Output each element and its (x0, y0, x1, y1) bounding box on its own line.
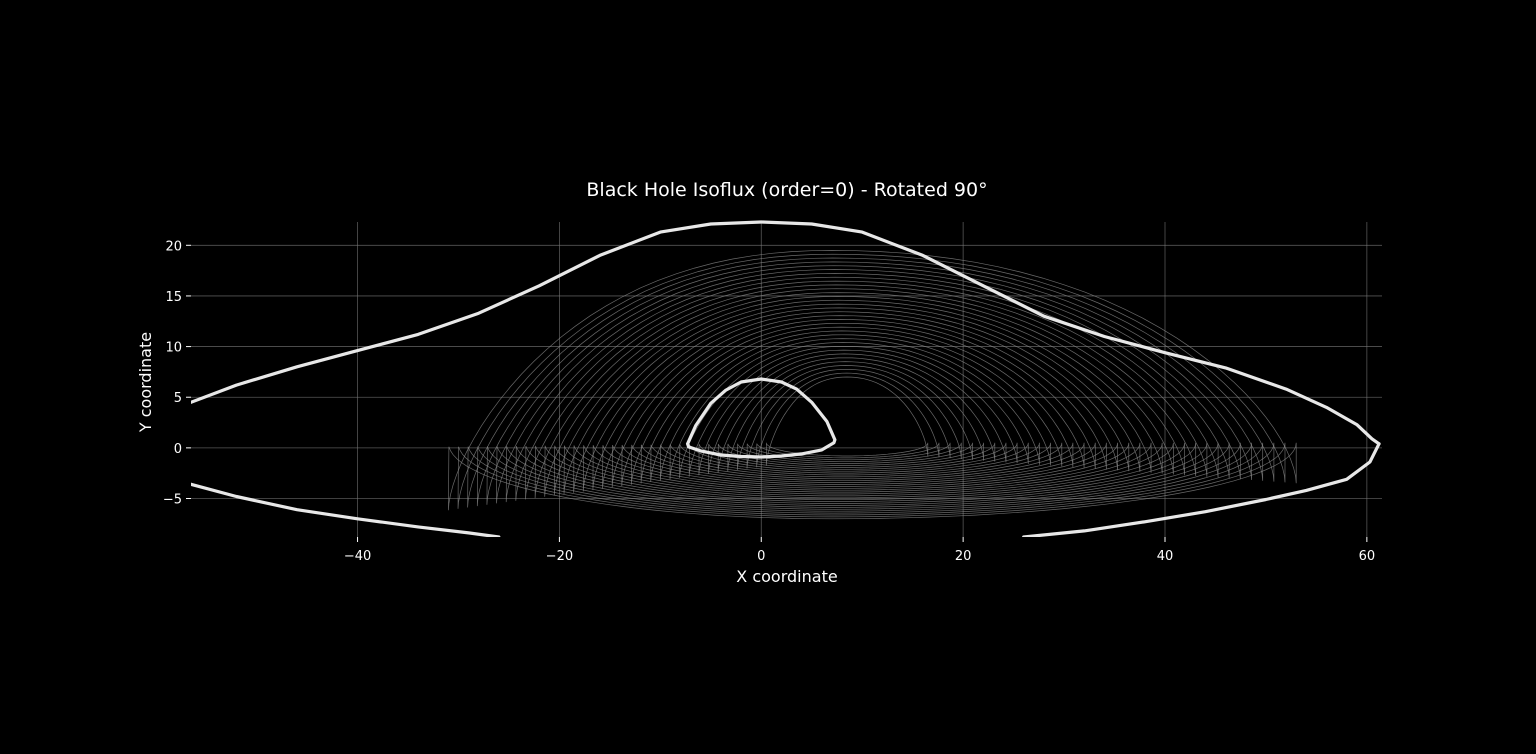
inner-contour (534, 284, 1197, 502)
x-tick-label: 60 (1359, 549, 1376, 564)
inner-contour (505, 273, 1230, 508)
y-tick-label: 10 (165, 341, 182, 356)
y-tick-label: 15 (165, 290, 182, 305)
inner-isoflux-contours (448, 250, 1297, 520)
inner-contour (602, 311, 1118, 489)
series-curves (191, 220, 1381, 537)
inner-contour (467, 257, 1275, 516)
inner-contour (486, 265, 1252, 512)
inner-contour (563, 296, 1163, 497)
inner-contour (688, 345, 1018, 477)
inner-contour (448, 250, 1297, 520)
inner-contour (717, 357, 984, 473)
inner-contour (631, 322, 1085, 485)
inner-contour (592, 307, 1130, 491)
y-axis-label: Y coordinate (136, 332, 155, 433)
inner-contour (679, 342, 1029, 478)
x-tick-label: 40 (1157, 549, 1174, 564)
outer-isoflux-upper-line (191, 220, 1381, 446)
inner-contour (765, 376, 929, 466)
inner-contour (476, 261, 1264, 514)
x-tick-label: 20 (955, 549, 972, 564)
inner-contour (659, 334, 1051, 481)
x-tick-label: −40 (344, 549, 371, 564)
inner-contour (727, 361, 973, 472)
inner-contour (611, 315, 1107, 488)
x-tick-label: 0 (757, 549, 765, 564)
shadow-boundary-line (686, 377, 837, 459)
inner-contour (669, 338, 1040, 480)
inner-contour (496, 269, 1241, 510)
inner-contour (582, 303, 1141, 493)
inner-contour (554, 292, 1174, 499)
inner-contour (756, 372, 940, 468)
x-tick-label: −20 (546, 549, 573, 564)
chart-title: Black Hole Isoflux (order=0) - Rotated 9… (586, 179, 987, 201)
inner-contour (708, 353, 996, 474)
inner-contour (457, 253, 1286, 518)
outer-isoflux-lower-right-line (1022, 442, 1381, 537)
inner-contour (698, 349, 1007, 476)
inner-contour (621, 319, 1096, 487)
inner-contour (544, 288, 1185, 501)
y-tick-label: 0 (174, 442, 182, 457)
y-tick-label: −5 (163, 493, 182, 508)
inner-contour (650, 330, 1063, 483)
inner-contour (640, 326, 1074, 484)
y-tick-label: 20 (165, 239, 182, 254)
grid-lines (191, 222, 1382, 537)
inner-contour (573, 299, 1152, 495)
inner-contour (525, 280, 1208, 504)
y-tick-label: 5 (174, 391, 182, 406)
axis-ticks: −40 −20 0 20 40 60 −5 0 5 10 15 20 (163, 239, 1375, 564)
x-axis-label: X coordinate (736, 567, 837, 586)
outer-isoflux-lower-left-line (191, 482, 501, 537)
